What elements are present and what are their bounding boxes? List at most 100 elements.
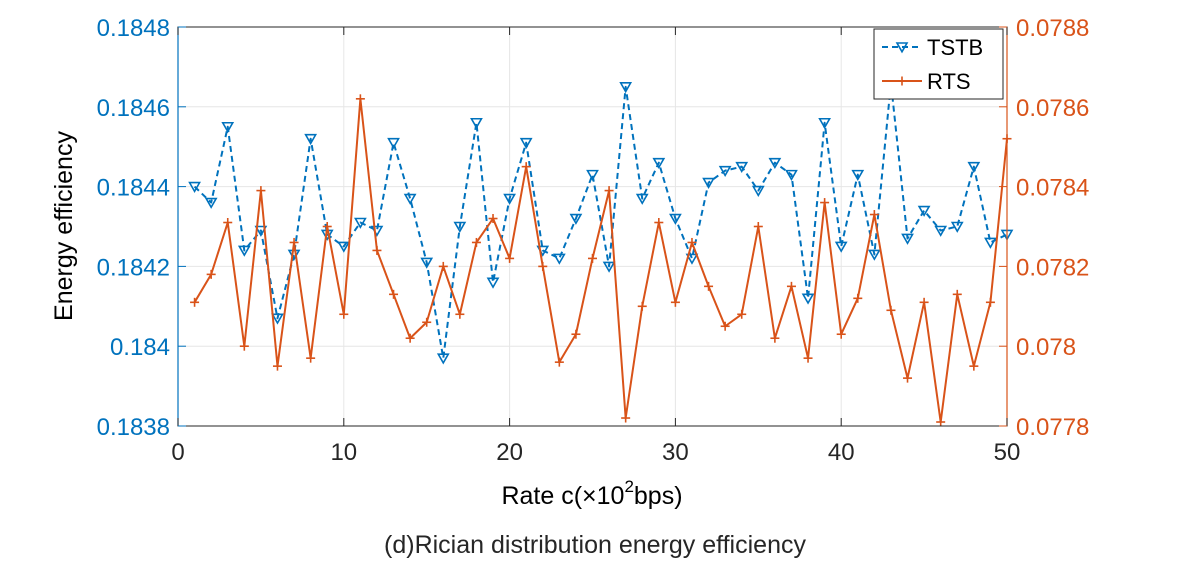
left-tick-label: 0.1842 <box>97 254 170 281</box>
right-tick-label: 0.078 <box>1016 334 1076 361</box>
point-tstb <box>834 241 848 253</box>
point-tstb <box>751 185 765 197</box>
point-tstb <box>569 213 583 225</box>
left-tick-label: 0.184 <box>110 334 170 361</box>
point-tstb <box>685 253 699 265</box>
left-tick-label: 0.1838 <box>97 414 170 441</box>
point-tstb <box>851 169 865 181</box>
point-rts <box>604 186 614 196</box>
point-tstb <box>669 213 682 225</box>
right-tick-label: 0.0782 <box>1016 254 1089 281</box>
point-rts <box>355 94 365 104</box>
left-tick-label: 0.1844 <box>97 175 170 202</box>
point-tstb <box>453 221 467 233</box>
point-tstb <box>221 121 235 134</box>
point-rts <box>505 253 515 263</box>
x-tick-label: 10 <box>330 439 357 466</box>
point-tstb <box>702 177 715 189</box>
left-tick-label: 0.1846 <box>97 95 170 122</box>
point-tstb <box>503 193 516 205</box>
point-rts <box>803 353 813 363</box>
point-tstb <box>354 217 367 229</box>
point-tstb <box>486 277 500 289</box>
legend-entry-rts: RTS <box>882 69 971 94</box>
x-tick-label: 20 <box>496 439 523 466</box>
point-tstb <box>586 169 599 181</box>
point-rts <box>786 281 796 291</box>
point-tstb <box>387 137 400 150</box>
right-tick-label: 0.0788 <box>1016 15 1089 42</box>
plot-area <box>178 27 1007 426</box>
point-rts <box>588 253 597 263</box>
point-tstb <box>652 157 666 170</box>
point-rts <box>670 297 680 307</box>
point-rts <box>256 186 266 196</box>
point-tstb <box>254 225 268 237</box>
point-rts <box>919 297 929 307</box>
point-tstb <box>901 233 914 245</box>
point-tstb <box>188 181 201 193</box>
point-rts <box>422 317 432 327</box>
point-tstb <box>867 249 881 261</box>
point-rts <box>438 261 448 271</box>
point-rts <box>720 321 730 331</box>
point-tstb <box>735 161 749 174</box>
point-rts <box>488 214 498 224</box>
point-rts <box>985 297 995 307</box>
left-tick-label: 0.1848 <box>97 15 170 42</box>
point-tstb <box>984 237 997 249</box>
point-rts <box>770 333 780 343</box>
point-rts <box>206 269 216 279</box>
point-tstb <box>818 117 831 130</box>
point-rts <box>952 289 962 299</box>
point-tstb <box>635 193 649 205</box>
point-rts <box>455 309 465 319</box>
point-tstb <box>602 261 616 273</box>
point-tstb <box>718 165 732 178</box>
point-rts <box>372 245 382 255</box>
point-rts <box>571 329 581 339</box>
point-tstb <box>768 157 782 170</box>
x-axis-label: Rate c(×102bps) <box>501 477 682 510</box>
point-rts <box>886 305 896 315</box>
point-rts <box>339 309 349 319</box>
point-rts <box>538 261 548 271</box>
legend-marker <box>897 76 907 86</box>
point-rts <box>969 361 979 371</box>
point-tstb <box>967 161 981 174</box>
point-rts <box>389 289 399 299</box>
legend-label: RTS <box>927 69 971 94</box>
point-rts <box>853 293 863 303</box>
point-rts <box>936 417 946 427</box>
point-tstb <box>420 257 434 269</box>
point-rts <box>190 297 200 307</box>
x-tick-label: 50 <box>994 439 1021 466</box>
series-line-rts <box>193 97 1008 424</box>
point-rts <box>272 361 282 371</box>
point-rts <box>753 222 763 231</box>
figure-caption: (d)Rician distribution energy efficiency <box>384 531 806 559</box>
legend-marker <box>895 42 909 54</box>
x-tick-label: 0 <box>171 439 184 466</box>
point-tstb <box>619 82 633 94</box>
point-rts <box>704 281 714 291</box>
point-tstb <box>519 137 533 150</box>
point-rts <box>405 333 415 343</box>
point-rts <box>223 218 233 228</box>
point-tstb <box>304 133 318 146</box>
point-rts <box>687 237 697 247</box>
point-rts <box>554 357 564 367</box>
right-tick-label: 0.0784 <box>1016 175 1089 202</box>
right-tick-label: 0.0786 <box>1016 95 1089 122</box>
point-tstb <box>470 117 483 130</box>
legend-entry-tstb: TSTB <box>882 35 983 60</box>
x-tick-label: 30 <box>662 439 689 466</box>
point-rts <box>289 237 299 247</box>
point-tstb <box>403 193 417 205</box>
point-rts <box>621 413 631 423</box>
point-rts <box>737 309 747 319</box>
point-rts <box>521 162 531 172</box>
point-tstb <box>917 205 931 217</box>
point-tstb <box>801 293 815 305</box>
